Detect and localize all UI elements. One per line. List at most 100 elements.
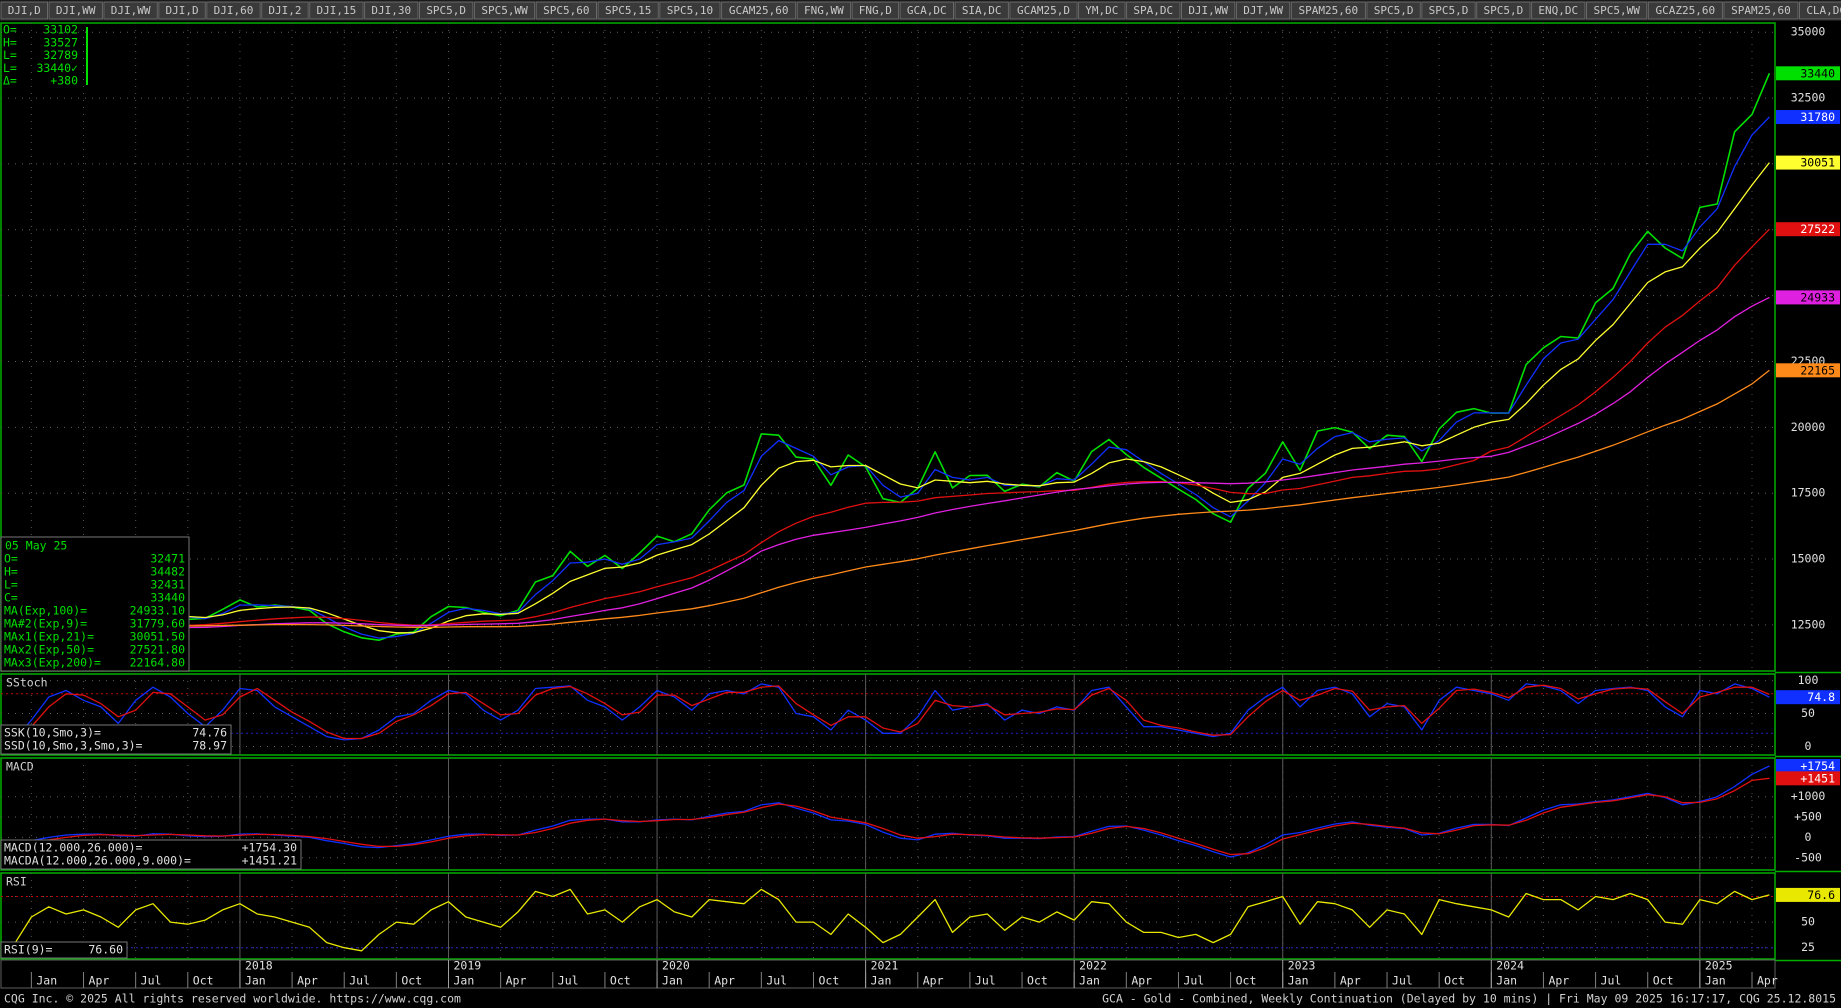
info-value: 27521.80: [130, 643, 185, 657]
tab[interactable]: FNG,D: [851, 1, 900, 20]
tab[interactable]: SPC5,D: [1366, 1, 1421, 20]
x-tick-label: Apr: [297, 974, 318, 988]
panel-title: SStoch: [6, 676, 48, 690]
x-tick-label: Jul: [558, 974, 579, 988]
tab-label: SPA,DC: [1133, 4, 1173, 17]
info-value: 33440✓: [36, 61, 78, 75]
tab-background: [1366, 1, 1421, 20]
tab-background: [597, 1, 659, 20]
tab[interactable]: SPC5,WW: [1586, 1, 1648, 20]
tab-background: [1647, 1, 1723, 20]
tab-background: [473, 1, 536, 20]
x-tick-label: Apr: [1340, 974, 1361, 988]
tab[interactable]: SPC5,D: [1421, 1, 1476, 20]
last-value-badge: [1776, 887, 1840, 902]
tab[interactable]: SPC5,15: [597, 1, 659, 20]
tab-background: [1126, 1, 1181, 20]
info-label: C=: [4, 591, 18, 605]
tab-label: GCAM25,D: [1017, 4, 1070, 17]
series-line: [13, 888, 1770, 952]
tab[interactable]: SPC5,60: [535, 1, 598, 20]
tab[interactable]: SPC5,D: [1476, 1, 1531, 20]
tab-label: DJT,WW: [1243, 4, 1283, 17]
panel-frame: [0, 757, 1776, 871]
x-tick-label: Jan: [1079, 974, 1100, 988]
tab[interactable]: DJI,WW: [48, 1, 103, 20]
tab[interactable]: SPC5,WW: [473, 1, 536, 20]
tab-label: SIA,DC: [962, 4, 1002, 17]
tab[interactable]: DJT,WW: [1235, 1, 1291, 20]
tab-label: SPC5,WW: [1593, 4, 1640, 17]
last-value-badge: [1776, 290, 1840, 305]
info-label: H=: [4, 565, 18, 579]
tab[interactable]: DJI,2: [261, 1, 309, 20]
tab-label: FNG,WW: [804, 4, 844, 17]
info-label: SSK(10,Smo,3)=: [4, 726, 101, 740]
tab[interactable]: YM,DC: [1078, 1, 1126, 20]
y-tick-label: 35000: [1791, 25, 1826, 39]
tab[interactable]: GCAM25,60: [721, 1, 797, 20]
tab[interactable]: GCA,DC: [899, 1, 954, 20]
panel: 0 50 100 74.8 SStoch SSK(10,Smo,3)= 74.76 SSD(1…: [0, 673, 1840, 756]
tab-background: [419, 1, 474, 20]
tab[interactable]: DJI,15: [309, 1, 364, 20]
tab-label: SPC5,WW: [481, 4, 528, 17]
info-label: O=: [4, 552, 18, 566]
tab-label: GCA,DC: [907, 4, 947, 17]
info-value: 33102: [43, 23, 78, 37]
tab-label: DJI,30: [371, 4, 411, 17]
x-tick-label: Oct: [193, 974, 214, 988]
data-window-frame: [0, 536, 190, 672]
series-line: [13, 683, 1770, 741]
tab-background: [1181, 1, 1236, 20]
tab[interactable]: ENQ,DC: [1531, 1, 1586, 20]
tab-background: [1476, 1, 1531, 20]
info-value: 78.97: [192, 739, 227, 753]
x-tick-label: Apr: [1548, 974, 1569, 988]
info-label: MA#2(Exp,9)=: [4, 617, 87, 631]
x-tick-label: Oct: [1236, 974, 1257, 988]
tab-background: [0, 1, 48, 20]
tab[interactable]: DJI,WW: [1181, 1, 1236, 20]
tab[interactable]: DJI,30: [364, 1, 419, 20]
last-value-badge: [1776, 110, 1840, 125]
tab[interactable]: SPAM25,60: [1290, 1, 1366, 20]
info-label: MACD(12.000,26.000)=: [4, 841, 143, 855]
tab[interactable]: GCAZ25,60: [1647, 1, 1723, 20]
last-value-label: +1451: [1800, 771, 1835, 785]
info-label: MAx1(Exp,21)=: [4, 630, 94, 644]
tab[interactable]: FNG,WW: [796, 1, 852, 20]
x-tick-label: Jan: [1705, 974, 1726, 988]
tab[interactable]: SPAM25,60: [1723, 1, 1799, 20]
tab[interactable]: DJI,D: [158, 1, 206, 20]
tab[interactable]: SPC5,10: [659, 1, 721, 20]
tab[interactable]: GCAM25,D: [1009, 1, 1078, 20]
last-value-label: 24933: [1800, 290, 1835, 304]
info-label: H=: [3, 35, 17, 49]
indicator-values: MACD(12.000,26.000)= +1754.30 MACDA(12.000…: [0, 839, 302, 870]
info-value: 30051.50: [130, 630, 185, 644]
footer-left: CQG Inc. © 2025 All rights reserved worl…: [4, 992, 461, 1006]
info-label: MAx2(Exp,50)=: [4, 643, 94, 657]
last-value-label: 27522: [1800, 222, 1835, 236]
tab[interactable]: DJI,60: [206, 1, 261, 20]
info-value: +380: [50, 74, 78, 88]
x-tick-label: Apr: [1131, 974, 1152, 988]
tab-background: [659, 1, 721, 20]
info-value: +1451.21: [242, 854, 297, 868]
tab-background: [364, 1, 419, 20]
last-value-badge: [1776, 155, 1840, 170]
tab[interactable]: SPA,DC: [1126, 1, 1181, 20]
series-line: [13, 765, 1770, 858]
info-value: 33527: [43, 35, 78, 49]
info-value: 32431: [150, 578, 185, 592]
y-tick-label: 50: [1801, 915, 1815, 929]
x-tick-label: Jul: [975, 974, 996, 988]
tab[interactable]: CLA,DC: [1799, 1, 1841, 20]
tab[interactable]: SPC5,D: [419, 1, 474, 20]
panel-title: MACD: [6, 760, 34, 774]
tab[interactable]: DJI,D: [0, 1, 48, 20]
tab[interactable]: DJI,WW: [103, 1, 158, 20]
y-tick-label: 12500: [1791, 617, 1826, 631]
tab[interactable]: SIA,DC: [954, 1, 1009, 20]
